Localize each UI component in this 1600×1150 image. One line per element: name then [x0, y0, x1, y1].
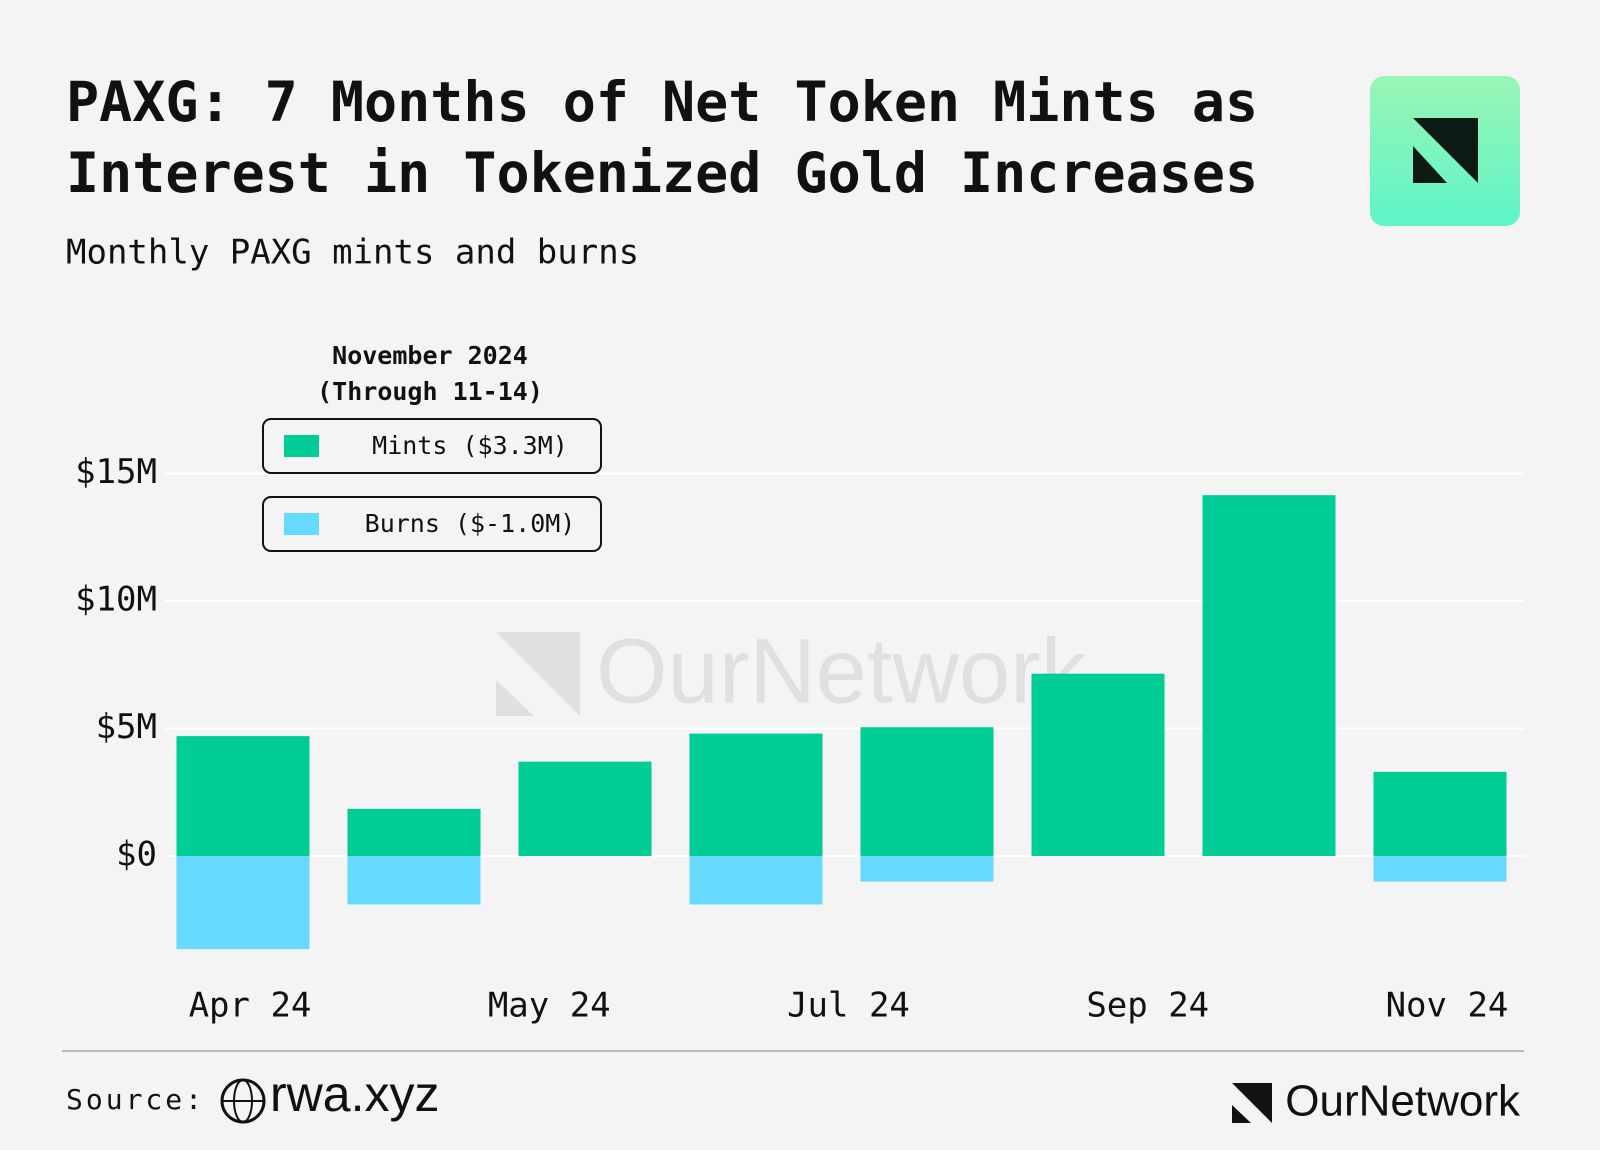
legend-swatch: [284, 513, 319, 535]
legend-label: Burns ($-1.0M): [365, 509, 576, 538]
y-tick-label: $15M: [75, 452, 157, 492]
bar: [1202, 495, 1336, 856]
brand-mark: [1232, 1083, 1272, 1123]
bar: [347, 808, 481, 856]
logo-badge: [1370, 76, 1520, 226]
legend-label: Mints ($3.3M): [372, 431, 568, 460]
logo-mark: [1413, 146, 1447, 183]
bar: [689, 856, 823, 905]
watermark: OurNetwork: [496, 620, 1088, 722]
chart-subtitle: Monthly PAXG mints and burns: [66, 233, 639, 273]
x-tick-label: Sep 24: [1086, 986, 1209, 1026]
x-tick-label: May 24: [488, 986, 611, 1026]
bar: [689, 733, 823, 856]
legend-swatch: [284, 435, 319, 457]
bar: [1373, 771, 1507, 856]
chart-title-line-2: Interest in Tokenized Gold Increases: [66, 141, 1258, 205]
legend-title: November 2024: [332, 341, 528, 370]
bar: [1031, 673, 1165, 856]
legend-box: [262, 496, 602, 552]
bar: [176, 856, 310, 950]
x-tick-label: Jul 24: [787, 986, 910, 1026]
logo-mark: [1413, 118, 1478, 183]
legend-box: [262, 418, 602, 474]
bar: [860, 727, 994, 856]
source-name: rwa.xyz: [270, 1066, 439, 1122]
brand-name: OurNetwork: [1285, 1077, 1521, 1126]
bar: [860, 856, 994, 882]
bar: [518, 761, 652, 856]
y-tick-label: $10M: [75, 580, 157, 620]
bar: [1373, 856, 1507, 882]
legend-title: (Through 11-14): [317, 377, 543, 406]
x-tick-label: Apr 24: [189, 986, 312, 1026]
y-tick-label: $5M: [96, 707, 157, 747]
bar: [176, 736, 310, 856]
x-tick-label: Nov 24: [1386, 986, 1509, 1026]
y-tick-label: $0: [116, 835, 157, 875]
chart-title-line-1: PAXG: 7 Months of Net Token Mints as: [66, 70, 1258, 134]
watermark-text: OurNetwork: [596, 620, 1088, 722]
source-label: Source:: [66, 1083, 205, 1116]
bar: [347, 856, 481, 905]
